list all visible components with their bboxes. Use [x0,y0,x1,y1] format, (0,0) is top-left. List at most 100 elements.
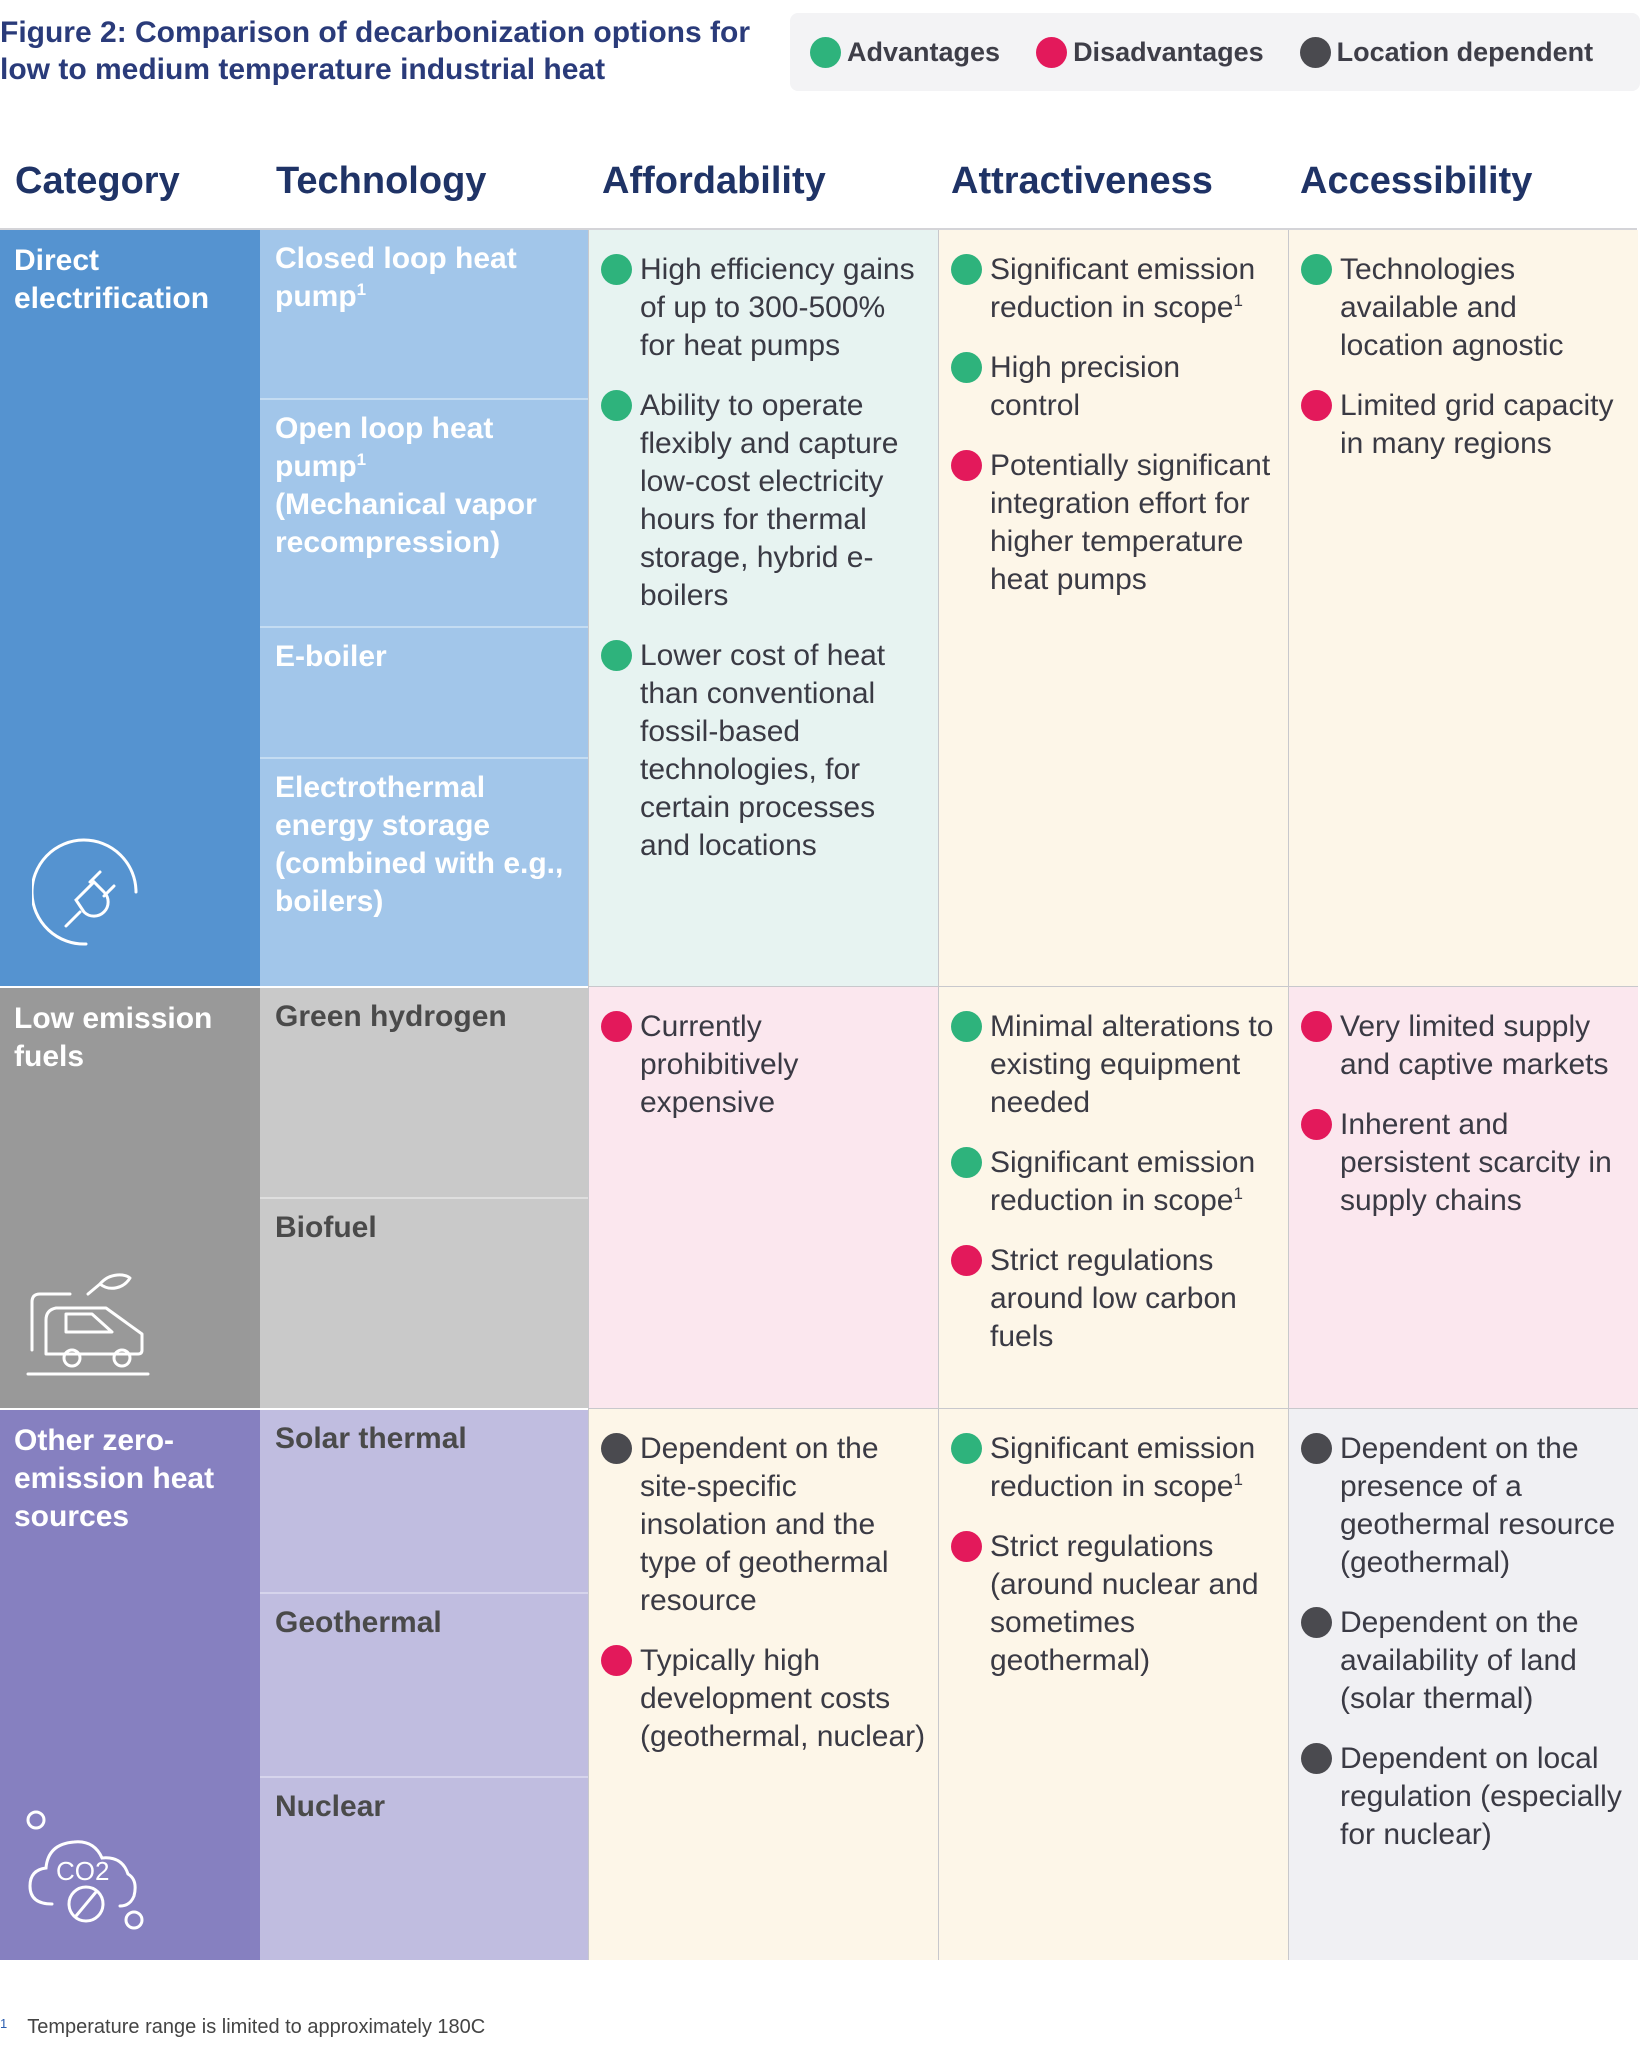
list-item: High precision control [951,349,1276,425]
tech-label: Closed loop heat pump [275,242,517,313]
advantage-dot-icon [951,1433,982,1464]
co2-label: CO2 [56,1856,110,1886]
advantage-dot-icon [601,390,632,421]
tech-green-hydrogen: Green hydrogen [260,986,588,1197]
list-item: Significant emission reduction in scope1 [951,1144,1276,1220]
tech-label: Nuclear [275,1790,386,1823]
fuels-accessibility: Very limited supply and captive markets … [1288,986,1638,1408]
item-text: Ability to operate flexibly and capture … [640,389,899,612]
tech-label: Electrothermal energy storage (combined … [275,771,564,918]
item-text: Dependent on the presence of a geotherma… [1340,1432,1616,1579]
list-item: Significant emission reduction in scope1 [951,1430,1276,1506]
item-text-body: Significant emission reduction in scope [990,1432,1256,1503]
category-label: Direct electrification [14,244,210,315]
category-label: Other zero-emission heat sources [14,1424,215,1533]
footnote-ref: 1 [1233,1470,1243,1489]
tech-solar-thermal: Solar thermal [260,1408,588,1592]
list-item: Dependent on local regulation (especiall… [1301,1740,1626,1854]
list-item: Lower cost of heat than conventional fos… [601,637,926,865]
disadvantage-dot-icon [1036,36,1068,68]
item-text: Dependent on the availability of land (s… [1340,1606,1579,1715]
list-item: High efficiency gains of up to 300-500% … [601,251,926,365]
advantage-dot-icon [601,254,632,285]
disadvantage-dot-icon [601,1011,632,1042]
advantage-dot-icon [951,352,982,383]
fuels-affordability: Currently prohibitively expensive [588,986,938,1408]
list-item: Significant emission reduction in scope1 [951,251,1276,327]
direct-attractiveness: Significant emission reduction in scope1… [938,230,1288,986]
other-attractiveness: Significant emission reduction in scope1… [938,1408,1288,1960]
item-text: Minimal alterations to existing equipmen… [990,1010,1274,1119]
list-item: Typically high development costs (geothe… [601,1642,926,1756]
list-item: Minimal alterations to existing equipmen… [951,1008,1276,1122]
footnote-ref: 1 [356,450,367,469]
advantage-dot-icon [810,36,841,68]
list-item: Dependent on the site-specific insolatio… [601,1430,926,1620]
list-item: Limited grid capacity in many regions [1301,387,1626,463]
item-text: Strict regulations around low carbon fue… [990,1244,1237,1353]
list-item: Dependent on the presence of a geotherma… [1301,1430,1626,1582]
disadvantage-dot-icon [1301,1011,1332,1042]
footnote-ref: 1 [356,280,367,299]
item-text: Typically high development costs (geothe… [640,1644,926,1753]
tech-label: Open loop heat pump [275,412,494,483]
footnote-ref: 1 [1233,1184,1243,1203]
fuels-attractiveness: Minimal alterations to existing equipmen… [938,986,1288,1408]
other-accessibility: Dependent on the presence of a geotherma… [1288,1408,1638,1960]
tech-label: Solar thermal [275,1422,467,1455]
legend-location: Location dependent [1299,36,1594,68]
item-text-body: Significant emission reduction in scope [990,1146,1256,1217]
tech-label: Geothermal [275,1606,442,1639]
item-text: Currently prohibitively expensive [640,1010,799,1119]
footnote-ref: 1 [1233,291,1243,310]
tech-label: E-boiler [275,640,387,673]
tech-electrothermal-storage: Electrothermal energy storage (combined … [260,757,588,986]
tech-nuclear: Nuclear [260,1776,588,1960]
advantage-dot-icon [601,640,632,671]
advantage-dot-icon [1301,254,1332,285]
figure-title: Figure 2: Comparison of decarbonization … [0,16,751,86]
advantage-dot-icon [951,1147,982,1178]
list-item: Inherent and persistent scarcity in supp… [1301,1106,1626,1220]
disadvantage-dot-icon [951,450,982,481]
item-text: Strict regulations (around nuclear and s… [990,1530,1259,1677]
header-attractiveness: Attractiveness [951,160,1213,202]
item-text: Inherent and persistent scarcity in supp… [1340,1108,1612,1217]
legend: Advantages Disadvantages Location depend… [790,13,1640,91]
location-dot-icon [1299,36,1331,68]
item-text-body: Significant emission reduction in scope [990,253,1256,324]
tech-label: Green hydrogen [275,1000,507,1033]
direct-accessibility: Technologies available and location agno… [1288,230,1638,986]
disadvantage-dot-icon [951,1245,982,1276]
header-divider [0,228,1637,230]
tech-geothermal: Geothermal [260,1592,588,1776]
location-dot-icon [1301,1433,1332,1464]
header-category: Category [15,160,180,202]
item-text: High efficiency gains of up to 300-500% … [640,253,915,362]
disadvantage-dot-icon [951,1531,982,1562]
item-text: Potentially significant integration effo… [990,449,1271,596]
item-text: Significant emission reduction in scope1 [990,251,1276,327]
electric-plug-icon [30,838,144,955]
item-text: High precision control [990,351,1181,422]
legend-disadvantages-label: Disadvantages [1073,36,1264,67]
location-dot-icon [1301,1743,1332,1774]
co2-cloud-icon: CO2 [22,1808,152,1943]
location-dot-icon [1301,1607,1332,1638]
direct-affordability: High efficiency gains of up to 300-500% … [588,230,938,986]
item-text: Very limited supply and captive markets [1340,1010,1609,1081]
list-item: Strict regulations around low carbon fue… [951,1242,1276,1356]
footnote-text: Temperature range is limited to approxim… [27,2016,486,2038]
disadvantage-dot-icon [1301,1109,1332,1140]
other-affordability: Dependent on the site-specific insolatio… [588,1408,938,1960]
legend-advantages-label: Advantages [847,36,1001,67]
tech-e-boiler: E-boiler [260,626,588,757]
footnote: 1 Temperature range is limited to approxi… [0,2016,485,2039]
legend-location-label: Location dependent [1336,36,1594,67]
item-text: Dependent on the site-specific insolatio… [640,1432,889,1617]
disadvantage-dot-icon [1301,390,1332,421]
tech-label-detail: (Mechanical vapor recompression) [275,488,537,559]
category-low-emission-fuels: Low emission fuels [0,986,260,1408]
list-item: Technologies available and location agno… [1301,251,1626,365]
list-item: Currently prohibitively expensive [601,1008,926,1122]
